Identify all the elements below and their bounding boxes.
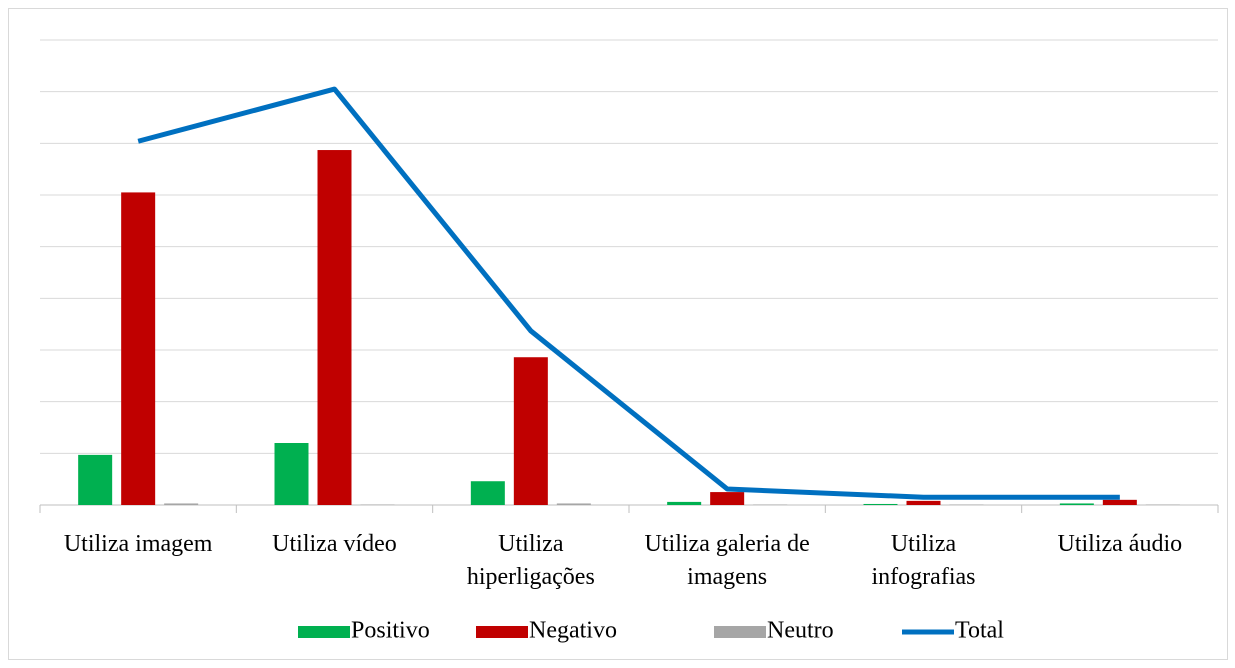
chart-border: [8, 8, 1228, 660]
legend-swatch: [714, 626, 766, 638]
legend-swatch: [298, 626, 350, 638]
x-tick-label: Utiliza imagem: [63, 531, 213, 557]
bar: [1102, 499, 1137, 505]
bar: [78, 454, 113, 505]
legend-label: Positivo: [351, 618, 430, 644]
bar: [710, 492, 745, 505]
bar: [949, 504, 984, 505]
bar: [667, 501, 702, 505]
bar: [1145, 504, 1180, 505]
bar: [1059, 503, 1094, 505]
bar: [513, 357, 548, 505]
bar: [274, 443, 309, 505]
bar: [121, 192, 156, 505]
legend-swatch: [476, 626, 528, 638]
x-tick-label: Utiliza vídeo: [272, 531, 397, 557]
bar: [556, 503, 591, 505]
x-tick-label: Utiliza infografias: [871, 531, 976, 590]
bar: [906, 500, 941, 505]
x-tick-label: Utiliza áudio: [1057, 531, 1183, 557]
legend-label: Neutro: [767, 618, 834, 644]
bar: [470, 481, 505, 505]
bar: [360, 504, 395, 505]
x-tick-label: Utiliza galeria de imagens: [644, 531, 810, 590]
line: [137, 86, 1120, 500]
bar: [753, 504, 788, 505]
legend-label: Total: [955, 618, 1004, 644]
bar: [863, 503, 898, 505]
legend-label: Negativo: [529, 618, 617, 644]
bar: [317, 150, 352, 506]
x-tick-label: Utiliza hiperligações: [466, 531, 595, 590]
bar: [164, 503, 199, 505]
